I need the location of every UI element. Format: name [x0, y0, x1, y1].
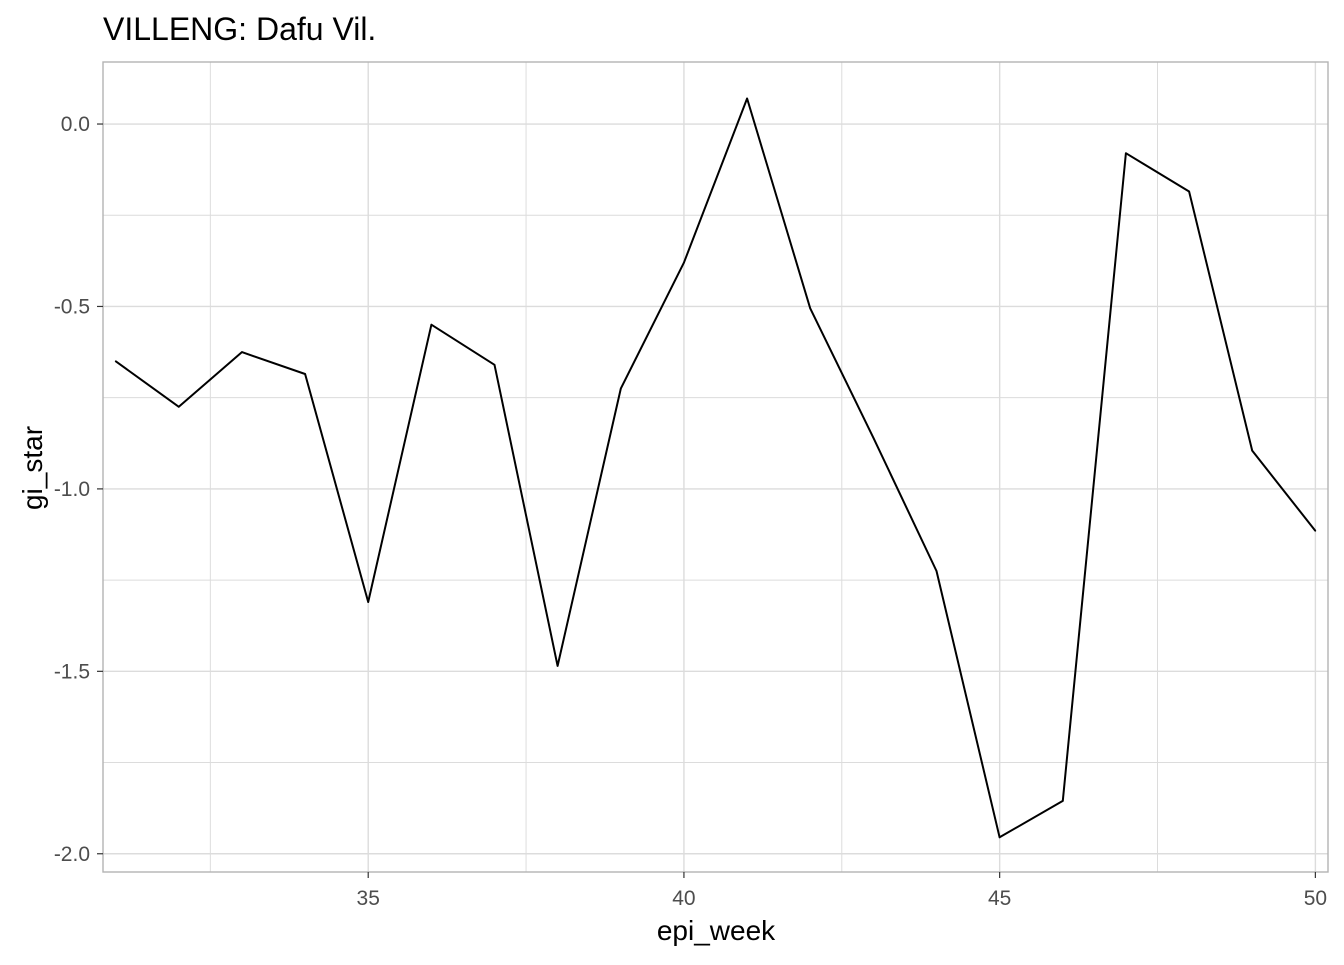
data-point — [746, 97, 748, 100]
y-tick-label: -1.5 — [54, 660, 90, 683]
x-axis-label: epi_week — [657, 915, 776, 946]
data-point — [493, 364, 496, 366]
y-tick-label: -1.0 — [54, 478, 90, 501]
data-point — [430, 323, 433, 326]
x-tick-label: 45 — [988, 887, 1011, 910]
axes: 35 40 45 50 0.0 -0.5 -1.0 -1.5 -2.0 — [54, 61, 1329, 910]
data-point — [1314, 530, 1317, 532]
series-line — [115, 97, 1317, 839]
data-point — [998, 836, 1001, 839]
x-tick-label: 40 — [672, 887, 695, 910]
data-point — [872, 437, 875, 439]
data-point — [556, 665, 559, 667]
data-series — [114, 97, 1317, 839]
data-point — [114, 360, 117, 362]
data-point — [1188, 190, 1190, 193]
data-point — [241, 351, 243, 353]
y-axis-label: gi_star — [17, 426, 48, 510]
data-point — [1125, 152, 1127, 155]
grid-lines — [103, 62, 1328, 872]
data-point — [1061, 800, 1064, 802]
panel-border — [102, 61, 1329, 873]
data-point — [177, 405, 180, 408]
data-point — [304, 373, 306, 375]
data-point — [809, 307, 812, 310]
y-tick-label: -0.5 — [54, 295, 90, 318]
data-point — [619, 387, 622, 390]
data-point — [1251, 449, 1254, 452]
data-point — [683, 261, 685, 264]
y-tick-label: 0.0 — [61, 113, 90, 136]
x-tick-label: 50 — [1304, 887, 1327, 910]
y-tick-label: -2.0 — [54, 843, 90, 866]
data-point — [367, 601, 370, 603]
data-point — [935, 570, 938, 572]
x-tick-label: 35 — [357, 887, 380, 910]
chart-title: VILLENG: Dafu Vil. — [103, 11, 376, 47]
